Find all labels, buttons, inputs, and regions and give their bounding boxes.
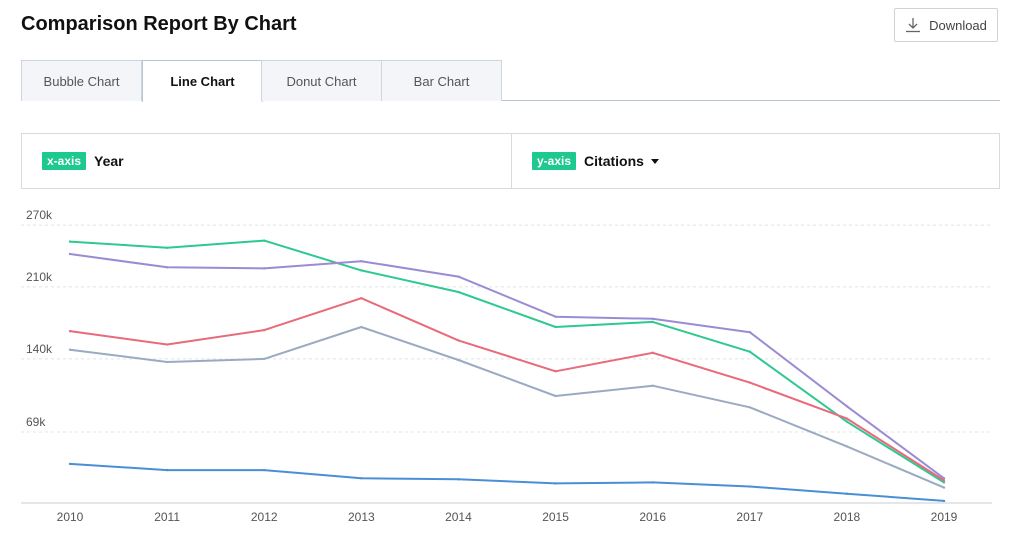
x-tick-label: 2018 (834, 510, 861, 524)
axis-selector-panel: x-axis Year y-axis Citations (21, 133, 1000, 189)
data-point (263, 468, 266, 472)
y-axis-selector[interactable]: y-axis Citations (512, 134, 999, 188)
x-axis-value: Year (94, 153, 124, 169)
download-label: Download (929, 17, 987, 33)
data-point (845, 405, 849, 408)
data-point (165, 343, 169, 346)
data-point (942, 481, 946, 484)
data-point (845, 492, 849, 495)
data-point (68, 240, 72, 243)
caret-down-icon[interactable] (650, 158, 659, 164)
data-point (651, 481, 654, 484)
data-point (748, 485, 751, 488)
data-point (263, 357, 266, 361)
data-point (845, 420, 849, 423)
series-line-4 (69, 326, 945, 489)
data-point (651, 351, 654, 354)
series-line-2 (69, 253, 945, 480)
x-tick-label: 2010 (57, 510, 84, 524)
data-point (845, 445, 849, 448)
grid-lines (21, 224, 992, 433)
tab-bubble-chart[interactable]: Bubble Chart (21, 60, 142, 101)
page-title: Comparison Report By Chart (21, 13, 297, 35)
y-axis-tag: y-axis (532, 152, 577, 170)
tab-line-chart[interactable]: Line Chart (142, 60, 263, 102)
data-point (165, 246, 169, 249)
series-lines (68, 239, 946, 503)
data-point (942, 486, 946, 489)
data-point (554, 325, 557, 329)
series-line-3 (69, 297, 945, 482)
tab-donut-chart[interactable]: Donut Chart (261, 60, 382, 101)
y-axis-value[interactable]: Citations (584, 153, 644, 169)
download-icon (906, 18, 921, 33)
x-tick-label: 2019 (931, 510, 958, 524)
download-button[interactable]: Download (894, 8, 998, 42)
data-point (748, 350, 751, 353)
y-tick-label: 69k (26, 415, 46, 429)
data-point (457, 290, 460, 294)
data-point (68, 329, 72, 333)
data-point (165, 468, 169, 472)
line-chart: 69k 140k 210k 270k 2010 2011 2012 2013 2014 2015… (21, 208, 992, 524)
data-point (68, 348, 72, 351)
data-point (360, 259, 363, 263)
series-line-1 (69, 239, 945, 484)
chart-type-tabs: Bubble Chart Line Chart Donut Chart Bar … (21, 60, 1000, 102)
data-point (748, 406, 751, 409)
tab-bar-chart[interactable]: Bar Chart (381, 60, 502, 101)
data-point (263, 239, 266, 242)
data-point (360, 477, 363, 480)
data-point (554, 370, 557, 373)
y-tick-label: 210k (26, 270, 53, 284)
x-tick-label: 2014 (445, 510, 472, 524)
y-tick-label: 270k (26, 208, 53, 222)
data-point (748, 330, 751, 334)
y-tick-label: 140k (26, 342, 53, 356)
data-point (165, 266, 169, 269)
x-tick-label: 2016 (639, 510, 666, 524)
data-point (651, 384, 654, 387)
data-point (748, 381, 751, 384)
x-tick-label: 2017 (736, 510, 763, 524)
data-point (263, 267, 266, 270)
data-point (554, 482, 557, 485)
data-point (457, 275, 460, 278)
data-point (68, 252, 72, 256)
data-point (554, 315, 557, 318)
data-point (651, 317, 654, 320)
x-axis-selector: x-axis Year (22, 134, 512, 188)
data-point (360, 325, 363, 329)
x-tick-label: 2015 (542, 510, 569, 524)
data-point (942, 499, 946, 503)
data-point (68, 462, 72, 466)
x-axis-ticks: 2010 2011 2012 2013 2014 2015 2016 2017 2018 2019 (57, 510, 958, 524)
x-tick-label: 2011 (154, 510, 180, 524)
data-point (457, 478, 460, 481)
data-point (457, 358, 460, 362)
series-line-5 (69, 462, 945, 502)
data-point (263, 328, 266, 332)
data-point (165, 360, 169, 364)
data-point (554, 394, 557, 398)
y-axis-ticks: 69k 140k 210k 270k (26, 208, 53, 429)
x-tick-label: 2012 (251, 510, 278, 524)
data-point (845, 417, 849, 420)
data-point (457, 339, 460, 342)
data-point (651, 320, 654, 324)
data-point (360, 269, 363, 272)
x-axis-tag: x-axis (42, 152, 87, 170)
data-point (360, 297, 363, 300)
x-tick-label: 2013 (348, 510, 375, 524)
data-point (942, 479, 946, 482)
